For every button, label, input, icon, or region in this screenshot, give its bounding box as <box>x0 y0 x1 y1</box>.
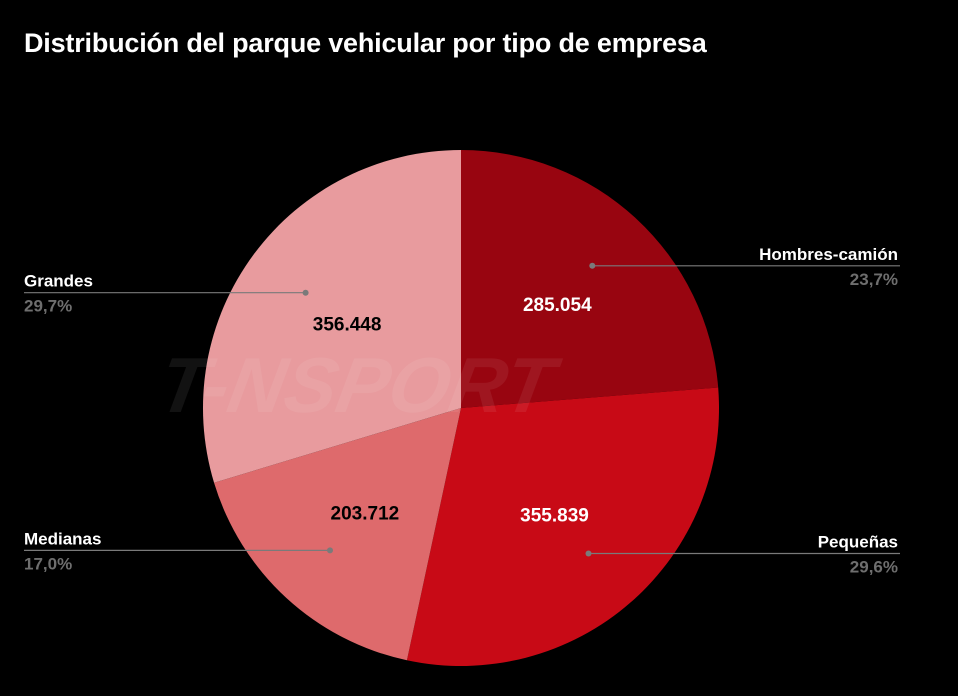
category-label-medianas: Medianas <box>24 529 101 548</box>
pie-slice-hombres-camion[interactable] <box>461 150 719 408</box>
pie-slice-medianas[interactable] <box>214 408 461 661</box>
slice-value-label-pequenas: 355.839 <box>520 506 589 527</box>
category-label-pequenas: Pequeñas <box>818 533 898 552</box>
leader-dot-grandes <box>302 289 309 296</box>
pie-labels: 285.054 Hombres-camión 23,7% 355.839 Pequeña… <box>24 245 900 577</box>
category-percent-pequenas: 29,6% <box>850 558 898 577</box>
pie-slices <box>202 149 719 667</box>
leader-dot-medianas <box>327 547 333 554</box>
slice-value-label-hombres-camion: 285.054 <box>523 295 592 316</box>
category-label-grandes: Grandes <box>24 272 93 291</box>
pie-slice-grandes[interactable] <box>202 149 461 483</box>
chart-title: Distribución del parque vehicular por ti… <box>24 28 707 58</box>
slice-value-label-grandes: 356.448 <box>313 314 382 335</box>
slice-value-label-medianas: 203.712 <box>331 503 400 524</box>
category-percent-medianas: 17,0% <box>24 554 72 573</box>
pie-slice-pequenas[interactable] <box>406 387 719 667</box>
leader-dot-hombres-camion <box>589 262 596 269</box>
category-percent-hombres-camion: 23,7% <box>850 270 898 289</box>
leader-dot-pequenas <box>585 550 592 557</box>
category-percent-grandes: 29,7% <box>24 297 72 316</box>
category-label-hombres-camion: Hombres-camión <box>759 245 898 264</box>
watermark-logo: T-NSPORT <box>152 342 566 429</box>
